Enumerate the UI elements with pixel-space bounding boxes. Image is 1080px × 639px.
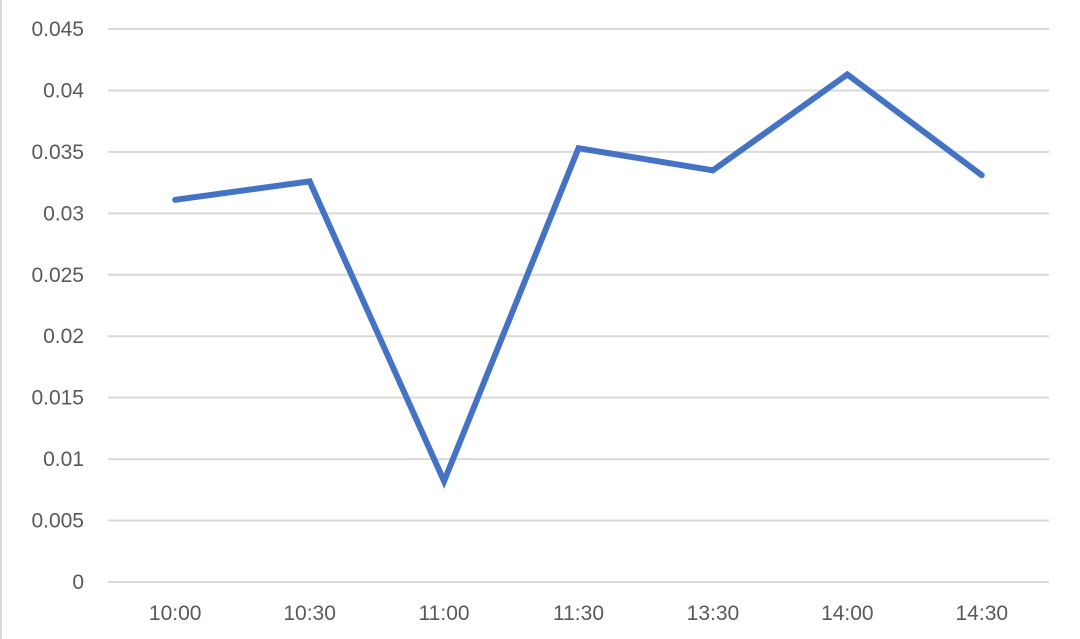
x-tick-label: 11:00 [419,602,470,625]
y-tick-label: 0.02 [43,325,84,348]
x-tick-label: 14:00 [821,602,874,625]
y-tick-label: 0.025 [31,264,84,287]
data-point [443,480,445,482]
y-tick-label: 0.005 [31,510,84,533]
series-layer [172,70,985,489]
y-tick-label: 0.01 [43,448,84,471]
data-point [578,147,579,149]
series-line [172,70,985,489]
x-axis-ticks: 10:00 10:30 11:00 11:30 13:30 14:00 14:30 [149,602,1008,625]
y-tick-label: 0.04 [43,79,84,102]
x-tick-label: 10:30 [283,602,336,625]
y-axis-ticks: 0 0.005 0.01 0.015 0.02 0.025 0.03 0.035 0.04 0.0… [31,18,84,594]
y-tick-label: 0.045 [31,18,84,41]
y-tick-label: 0.035 [31,141,84,164]
data-point [846,73,848,75]
x-tick-label: 14:30 [956,602,1009,625]
y-tick-label: 0.03 [43,202,84,225]
x-tick-label: 10:00 [149,602,202,625]
gridlines [108,28,1049,583]
x-tick-label: 13:30 [687,602,740,625]
data-point [174,199,176,201]
data-point [981,174,983,176]
x-tick-label: 11:30 [553,602,604,625]
y-tick-label: 0 [72,571,84,594]
y-tick-label: 0.015 [31,387,84,410]
data-point [712,169,714,171]
data-point [309,180,311,182]
